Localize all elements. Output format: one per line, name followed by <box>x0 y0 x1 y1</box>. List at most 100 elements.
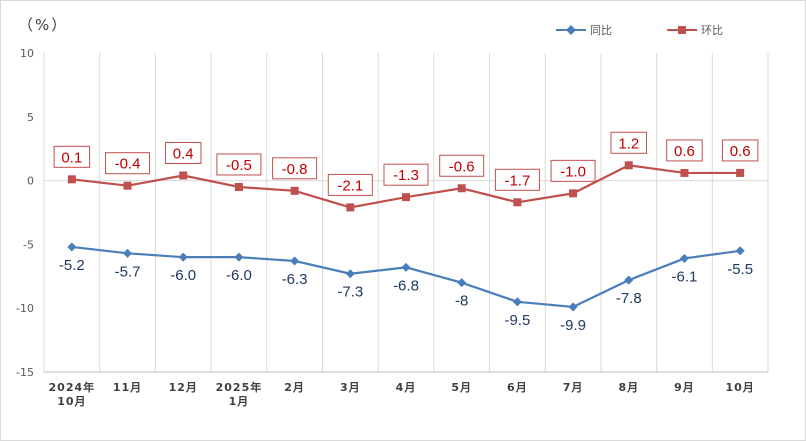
data-point-mom <box>624 161 633 170</box>
y-tick-label: -15 <box>16 366 34 379</box>
series-yoy: -5.2 -5.7 -6.0 -6.0 -6.3 -7.3 -6.8 -8 -9.5 -9.9 -7… <box>59 242 753 334</box>
x-tick-line: 7月 <box>563 381 584 394</box>
x-tick-label: 10月 <box>725 381 754 394</box>
data-label-box-mom <box>272 157 318 180</box>
data-point-yoy <box>735 246 745 256</box>
unit-label: （%） <box>18 16 68 34</box>
data-label-yoy: -9.5 <box>504 312 530 329</box>
data-label-box-mom <box>610 131 648 154</box>
data-point-mom <box>123 181 132 190</box>
x-tick-line: 12月 <box>169 381 198 394</box>
data-label-box-mom <box>105 152 151 175</box>
data-label-yoy: -6.8 <box>393 277 419 294</box>
legend-label-mom: 环比 <box>701 24 723 37</box>
data-label-mom: -2.1 <box>337 177 363 194</box>
legend-marker-yoy <box>566 25 576 35</box>
x-tick-label: 2024年 10月 <box>49 380 96 408</box>
data-point-yoy <box>345 269 355 279</box>
x-tick-line: 9月 <box>674 381 695 394</box>
data-label-mom: 0.6 <box>674 143 695 160</box>
data-label-yoy: -6.0 <box>170 267 196 284</box>
x-tick-label: 11月 <box>113 381 142 394</box>
y-tick-label: 0 <box>27 175 34 188</box>
legend-item-yoy: 同比 <box>556 24 612 37</box>
data-label-box-mom <box>164 141 202 164</box>
data-point-yoy <box>457 278 467 288</box>
y-axis-ticks: 10 5 0 -5 -10 -15 <box>16 47 34 379</box>
data-point-yoy <box>123 248 133 258</box>
data-label-box-mom <box>216 153 262 176</box>
x-tick-line: 10月 <box>57 395 86 408</box>
x-tick-line: 8月 <box>618 381 639 394</box>
data-point-yoy <box>401 262 411 272</box>
x-tick-label: 12月 <box>169 381 198 394</box>
data-point-mom <box>680 168 689 177</box>
data-label-yoy: -5.7 <box>115 263 141 280</box>
x-tick-line: 2024年 <box>49 380 96 394</box>
x-tick-line: 11月 <box>113 381 142 394</box>
data-point-yoy <box>290 256 300 266</box>
data-label-yoy: -5.2 <box>59 257 85 274</box>
data-point-yoy <box>234 252 244 262</box>
y-tick-label: 10 <box>20 47 34 60</box>
data-label-yoy: -8 <box>455 293 468 310</box>
data-label-box-mom <box>383 163 429 186</box>
x-tick-line: 4月 <box>396 381 417 394</box>
grid <box>43 53 769 373</box>
data-label-mom: 1.2 <box>618 135 639 152</box>
data-label-mom: -0.6 <box>449 158 475 175</box>
data-label-box-mom <box>53 145 91 168</box>
data-label-mom: -0.8 <box>282 161 308 178</box>
data-point-mom <box>179 171 188 180</box>
series-mom: 0.1 -0.4 0.4 -0.5 -0.8 -2.1 -1.3 -0.6 -1.7 -1.0 1.… <box>53 131 759 212</box>
legend-label-yoy: 同比 <box>590 24 612 37</box>
data-point-mom <box>290 186 299 195</box>
x-tick-label: 3月 <box>340 381 361 394</box>
data-label-yoy: -7.8 <box>616 290 642 307</box>
y-tick-label: 5 <box>27 111 34 124</box>
x-tick-line: 2025年 <box>216 380 263 394</box>
data-point-mom <box>402 193 410 202</box>
data-point-yoy <box>679 253 689 263</box>
x-tick-line: 2月 <box>284 381 305 394</box>
data-point-yoy <box>624 275 634 285</box>
data-point-mom <box>736 168 745 177</box>
data-point-yoy <box>568 302 578 312</box>
data-point-mom <box>457 184 466 193</box>
data-label-mom: -1.7 <box>504 172 530 189</box>
data-label-mom: -0.5 <box>226 157 252 174</box>
y-tick-label: -5 <box>23 238 34 251</box>
data-label-yoy: -6.3 <box>282 271 308 288</box>
data-label-mom: -1.0 <box>560 163 586 180</box>
legend-marker-mom <box>678 26 686 34</box>
x-tick-label: 7月 <box>563 381 584 394</box>
data-label-box-mom <box>494 168 540 191</box>
data-label-box-mom <box>327 173 373 196</box>
data-label-yoy: -6.0 <box>226 267 252 284</box>
x-tick-line: 5月 <box>451 381 472 394</box>
y-tick-label: -10 <box>16 302 34 315</box>
x-tick-label: 2025年 1月 <box>216 380 263 408</box>
x-tick-label: 2月 <box>284 381 305 394</box>
data-point-mom <box>67 175 76 184</box>
x-tick-line: 6月 <box>507 381 528 394</box>
x-tick-line: 1月 <box>229 395 250 408</box>
legend-item-mom: 环比 <box>667 24 723 37</box>
data-label-yoy: -9.9 <box>560 317 586 334</box>
x-tick-label: 6月 <box>507 381 528 394</box>
data-point-mom <box>569 189 578 198</box>
data-label-box-mom <box>666 139 703 162</box>
x-tick-label: 9月 <box>674 381 695 394</box>
data-label-yoy: -5.5 <box>727 261 753 278</box>
x-tick-label: 5月 <box>451 381 472 394</box>
data-label-yoy: -7.3 <box>337 284 363 301</box>
data-label-box-mom <box>439 154 485 177</box>
data-point-mom <box>346 203 355 212</box>
data-point-mom <box>234 182 243 191</box>
data-label-mom: -0.4 <box>115 156 141 173</box>
x-tick-label: 4月 <box>396 381 417 394</box>
data-label-yoy: -6.1 <box>672 268 698 285</box>
data-label-mom: 0.1 <box>61 149 82 166</box>
